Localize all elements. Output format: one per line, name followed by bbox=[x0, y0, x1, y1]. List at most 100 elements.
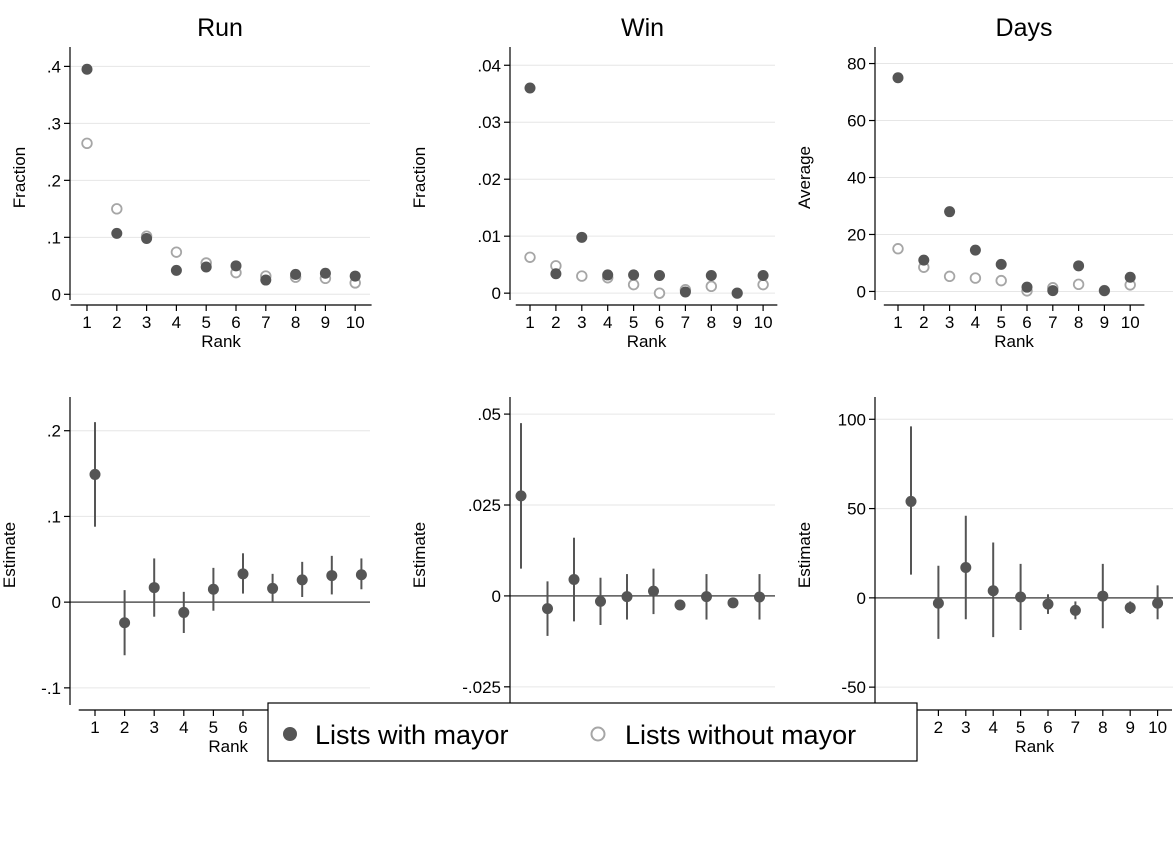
data-point-with-mayor bbox=[595, 595, 606, 607]
data-point-with-mayor bbox=[1124, 271, 1136, 283]
data-point-with-mayor bbox=[679, 286, 691, 298]
data-point-with-mayor bbox=[326, 570, 338, 582]
data-point-with-mayor bbox=[550, 268, 562, 280]
data-point-with-mayor bbox=[754, 591, 765, 603]
legend-label-with-mayor: Lists with mayor bbox=[315, 720, 509, 750]
data-point-with-mayor bbox=[648, 585, 659, 597]
x-tick-label: 4 bbox=[988, 718, 997, 737]
data-point-without-mayor bbox=[705, 280, 718, 293]
data-point-with-mayor bbox=[731, 287, 743, 299]
data-point-with-mayor bbox=[932, 597, 944, 609]
y-tick-label: 0 bbox=[492, 587, 501, 606]
data-point-with-mayor bbox=[200, 261, 212, 273]
x-tick-label: 10 bbox=[1121, 313, 1140, 332]
x-tick-label: 9 bbox=[1125, 718, 1134, 737]
data-point-with-mayor bbox=[1073, 260, 1085, 272]
y-axis-label: Fraction bbox=[410, 147, 429, 208]
legend: Lists with mayor Lists without mayor bbox=[267, 702, 918, 762]
y-tick-label: 0 bbox=[52, 593, 61, 612]
y-tick-label: .2 bbox=[47, 422, 61, 441]
data-point-with-mayor bbox=[296, 574, 308, 586]
legend-marker-hollow bbox=[590, 726, 606, 742]
x-tick-label: 1 bbox=[525, 313, 534, 332]
y-tick-label: .01 bbox=[477, 227, 501, 246]
y-tick-label: .025 bbox=[468, 496, 501, 515]
y-tick-label: 0 bbox=[492, 284, 501, 303]
x-tick-label: 3 bbox=[149, 718, 158, 737]
y-axis-label: Estimate bbox=[795, 522, 814, 588]
x-tick-label: 8 bbox=[1098, 718, 1107, 737]
y-tick-label: .1 bbox=[47, 228, 61, 247]
data-point-with-mayor bbox=[905, 495, 917, 507]
y-tick-label: 40 bbox=[847, 169, 866, 188]
data-point-with-mayor bbox=[674, 599, 686, 611]
y-tick-label: .03 bbox=[477, 113, 501, 132]
data-point-with-mayor bbox=[705, 270, 717, 281]
data-point-with-mayor bbox=[267, 582, 279, 594]
data-point-with-mayor bbox=[727, 597, 739, 609]
data-point-with-mayor bbox=[524, 82, 536, 94]
x-tick-label: 3 bbox=[142, 313, 151, 332]
data-point-without-mayor bbox=[524, 251, 536, 263]
x-tick-label: 1 bbox=[893, 313, 902, 332]
y-tick-label: 0 bbox=[52, 285, 61, 304]
data-point-with-mayor bbox=[230, 260, 242, 272]
data-point-with-mayor bbox=[260, 274, 272, 286]
data-point-with-mayor bbox=[237, 568, 249, 580]
y-axis-label: Average bbox=[795, 146, 814, 209]
x-tick-label: 6 bbox=[231, 313, 240, 332]
data-point-with-mayor bbox=[602, 269, 614, 281]
data-point-with-mayor bbox=[654, 270, 665, 281]
y-tick-label: .05 bbox=[477, 405, 501, 424]
data-point-with-mayor bbox=[207, 583, 219, 595]
x-tick-label: 8 bbox=[707, 313, 716, 332]
x-tick-label: 1 bbox=[90, 718, 99, 737]
x-tick-label: 4 bbox=[172, 313, 181, 332]
x-tick-label: 7 bbox=[1071, 718, 1080, 737]
data-point-without-mayor bbox=[757, 278, 769, 291]
x-axis-label: Rank bbox=[201, 332, 241, 351]
data-point-with-mayor bbox=[960, 562, 972, 573]
data-point-with-mayor bbox=[1069, 604, 1081, 616]
data-point-with-mayor bbox=[628, 269, 640, 281]
y-tick-label: -50 bbox=[841, 678, 866, 697]
data-point-with-mayor bbox=[701, 591, 712, 603]
x-tick-label: 5 bbox=[629, 313, 638, 332]
x-tick-label: 2 bbox=[551, 313, 560, 332]
panel-1: 0 .1 .2 .3 .4 1 2 3 4 5 6 7 8 9 10 Rank Fraction Run bbox=[10, 14, 372, 351]
x-tick-label: 4 bbox=[603, 313, 612, 332]
data-point-with-mayor bbox=[1021, 281, 1033, 293]
data-point-with-mayor bbox=[349, 270, 361, 282]
data-point-without-mayor bbox=[627, 278, 640, 291]
panels: 0.1.2.3.41 2 3 4 5 6 7 8 9 10RankFractionRun0.01.… bbox=[0, 14, 1173, 756]
data-point-without-mayor bbox=[943, 270, 956, 283]
data-point-with-mayor bbox=[111, 227, 123, 239]
x-tick-label: 2 bbox=[934, 718, 943, 737]
x-tick-label: 2 bbox=[120, 718, 129, 737]
panel-title: Days bbox=[996, 14, 1053, 42]
data-point-with-mayor bbox=[995, 258, 1007, 270]
panel-2: 0 .01 .02 .03 .04 1 2 3 4 5 6 7 8 9 10 Rank Fraction Win bbox=[410, 14, 778, 351]
x-tick-label: 5 bbox=[996, 313, 1005, 332]
data-point-with-mayor bbox=[290, 268, 302, 280]
data-point-without-mayor bbox=[170, 246, 183, 258]
x-tick-label: 5 bbox=[209, 718, 218, 737]
data-point-with-mayor bbox=[987, 585, 999, 597]
data-point-with-mayor bbox=[621, 591, 633, 603]
data-point-with-mayor bbox=[178, 606, 190, 618]
x-tick-label: 8 bbox=[291, 313, 300, 332]
data-point-with-mayor bbox=[542, 603, 553, 615]
y-tick-label: 0 bbox=[857, 589, 866, 608]
x-axis-label: Rank bbox=[627, 332, 667, 351]
data-point-with-mayor bbox=[515, 490, 527, 502]
data-point-with-mayor bbox=[89, 468, 101, 480]
data-point-with-mayor bbox=[918, 254, 930, 266]
y-tick-label: -.025 bbox=[462, 678, 501, 697]
data-point-without-mayor bbox=[995, 274, 1007, 287]
data-point-with-mayor bbox=[141, 232, 153, 244]
x-tick-label: 3 bbox=[961, 718, 970, 737]
x-tick-label: 9 bbox=[732, 313, 741, 332]
data-point-with-mayor bbox=[757, 270, 769, 281]
